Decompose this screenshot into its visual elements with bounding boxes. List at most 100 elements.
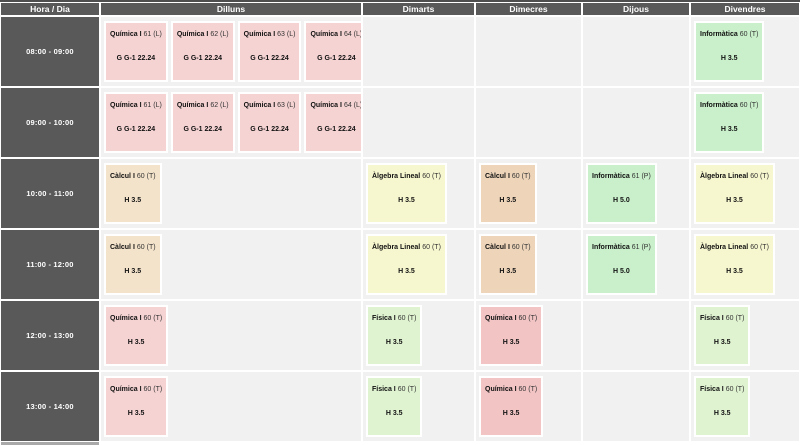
event-title: Càlcul I 60 (T) (110, 243, 156, 252)
event-course-name: Química I (485, 315, 517, 322)
event-course-name: Àlgebra Lineal (372, 244, 421, 251)
event-group-type: 60 (T) (518, 386, 538, 393)
event-course-name: Càlcul I (485, 244, 510, 251)
event-room: H 3.5 (713, 339, 731, 346)
event-title: Informàtica 60 (T) (700, 101, 758, 110)
event-room: H 3.5 (720, 126, 738, 133)
event-block[interactable]: Informàtica 61 (P) H 5.0 (586, 163, 657, 224)
event-title: Àlgebra Lineal 60 (T) (700, 172, 769, 181)
event-block[interactable]: Química I 62 (L) G G-1 22.24 (170, 92, 235, 153)
cell-dimarts: Àlgebra Lineal 60 (T) H 3.5 (363, 159, 474, 228)
event-title: Àlgebra Lineal 60 (T) (372, 243, 441, 252)
event-block[interactable]: Àlgebra Lineal 60 (T) H 3.5 (366, 234, 447, 295)
event-course-name: Química I (110, 386, 142, 393)
event-title: Informàtica 61 (P) (592, 243, 651, 252)
event-course-name: Àlgebra Lineal (372, 173, 421, 180)
event-block[interactable]: Química I 60 (T) H 3.5 (479, 305, 544, 366)
event-block[interactable]: Càlcul I 60 (T) H 3.5 (479, 163, 537, 224)
event-block[interactable]: Informàtica 60 (T) H 3.5 (694, 92, 765, 153)
event-group-type: 61 (L) (143, 102, 162, 109)
event-course-name: Química I (243, 102, 276, 109)
event-block[interactable]: Física I 60 (T) H 3.5 (366, 376, 423, 437)
event-block[interactable]: Química I 61 (L) G G-1 22.24 (104, 92, 168, 153)
event-title: Física I 60 (T) (372, 314, 416, 323)
event-title: Química I 60 (T) (110, 385, 162, 394)
event-course-name: Càlcul I (485, 173, 510, 180)
event-group-type: 60 (T) (511, 173, 531, 180)
event-course-name: Càlcul I (110, 244, 135, 251)
cell-dimecres: Química I 60 (T) H 3.5 (476, 372, 581, 441)
event-group-type: 62 (L) (210, 102, 229, 109)
event-block[interactable]: Química I 63 (L) G G-1 22.24 (237, 92, 302, 153)
event-room: H 3.5 (726, 268, 743, 275)
event-block[interactable]: Química I 63 (L) G G-1 22.24 (237, 21, 302, 82)
event-block[interactable]: Química I 64 (L) G G-1 22.24 (304, 21, 361, 82)
event-block[interactable]: Càlcul I 60 (T) H 3.5 (104, 234, 162, 295)
event-room: H 3.5 (502, 410, 520, 417)
event-group-type: 64 (L) (343, 31, 361, 38)
event-block[interactable]: Química I 60 (T) H 3.5 (479, 376, 544, 437)
cell-divendres: Informàtica 60 (T) H 3.5 (691, 17, 799, 86)
cell-dimarts (363, 17, 474, 86)
cell-dijous (583, 88, 689, 157)
event-block[interactable]: Química I 60 (T) H 3.5 (104, 305, 169, 366)
event-block[interactable]: Informàtica 60 (T) H 3.5 (694, 21, 765, 82)
event-group-type: 62 (L) (210, 31, 229, 38)
event-group-type: 64 (L) (343, 102, 361, 109)
event-room: G G-1 22.24 (183, 126, 222, 133)
cell-dimecres (476, 17, 581, 86)
cell-dijous (583, 301, 689, 370)
event-title: Química I 62 (L) (177, 101, 229, 110)
event-group-type: 60 (T) (136, 244, 156, 251)
cell-dimarts: Física I 60 (T) H 3.5 (363, 372, 474, 441)
cell-dijous: Informàtica 61 (P) H 5.0 (583, 159, 689, 228)
cell-dilluns: Química I 60 (T) H 3.5 (101, 301, 361, 370)
cell-dilluns: Càlcul I 60 (T) H 3.5 (101, 230, 361, 299)
event-title: Química I 61 (L) (110, 30, 162, 39)
event-block[interactable]: Física I 60 (T) H 3.5 (694, 376, 751, 437)
event-course-name: Química I (485, 386, 517, 393)
event-title: Càlcul I 60 (T) (485, 243, 531, 252)
event-course-name: Física I (700, 386, 724, 393)
event-block[interactable]: Informàtica 61 (P) H 5.0 (586, 234, 657, 295)
event-title: Química I 64 (L) (310, 101, 361, 110)
event-title: Àlgebra Lineal 60 (T) (700, 243, 769, 252)
event-room: H 3.5 (124, 268, 142, 275)
event-group-type: 60 (T) (143, 315, 163, 322)
event-title: Càlcul I 60 (T) (110, 172, 156, 181)
event-block[interactable]: Química I 61 (L) G G-1 22.24 (104, 21, 168, 82)
event-title: Àlgebra Lineal 60 (T) (372, 172, 441, 181)
event-block[interactable]: Càlcul I 60 (T) H 3.5 (104, 163, 162, 224)
cell-divendres: Física I 60 (T) H 3.5 (691, 372, 799, 441)
event-block[interactable]: Química I 62 (L) G G-1 22.24 (170, 21, 235, 82)
event-title: Física I 60 (T) (700, 385, 744, 394)
event-room: H 3.5 (720, 55, 738, 62)
event-course-name: Informàtica (592, 173, 630, 180)
cell-dijous (583, 372, 689, 441)
event-group-type: 61 (L) (143, 31, 162, 38)
event-block[interactable]: Química I 64 (L) G G-1 22.24 (304, 92, 361, 153)
event-course-name: Química I (110, 31, 142, 38)
event-block[interactable]: Física I 60 (T) H 3.5 (366, 305, 423, 366)
event-course-name: Química I (176, 102, 209, 109)
event-title: Química I 60 (T) (110, 314, 162, 323)
event-room: H 3.5 (502, 339, 520, 346)
event-group-type: 63 (L) (277, 102, 296, 109)
event-room: H 5.0 (613, 197, 630, 204)
event-block[interactable]: Càlcul I 60 (T) H 3.5 (479, 234, 537, 295)
event-title: Informàtica 61 (P) (592, 172, 651, 181)
event-course-name: Química I (110, 102, 142, 109)
day-header-dimecres: Dimecres (476, 3, 581, 15)
event-block[interactable]: Química I 60 (T) H 3.5 (104, 376, 169, 437)
cell-dimecres (476, 88, 581, 157)
event-block[interactable]: Àlgebra Lineal 60 (T) H 3.5 (366, 163, 447, 224)
event-group-type: 60 (T) (739, 31, 759, 38)
event-room: G G-1 22.24 (116, 55, 156, 62)
event-block[interactable]: Àlgebra Lineal 60 (T) H 3.5 (694, 234, 775, 295)
time-cell: 09:00 - 10:00 (1, 88, 99, 157)
event-block[interactable]: Àlgebra Lineal 60 (T) H 3.5 (694, 163, 775, 224)
event-block[interactable]: Física I 60 (T) H 3.5 (694, 305, 751, 366)
event-room: H 3.5 (398, 268, 415, 275)
event-title: Química I 61 (L) (110, 101, 162, 110)
